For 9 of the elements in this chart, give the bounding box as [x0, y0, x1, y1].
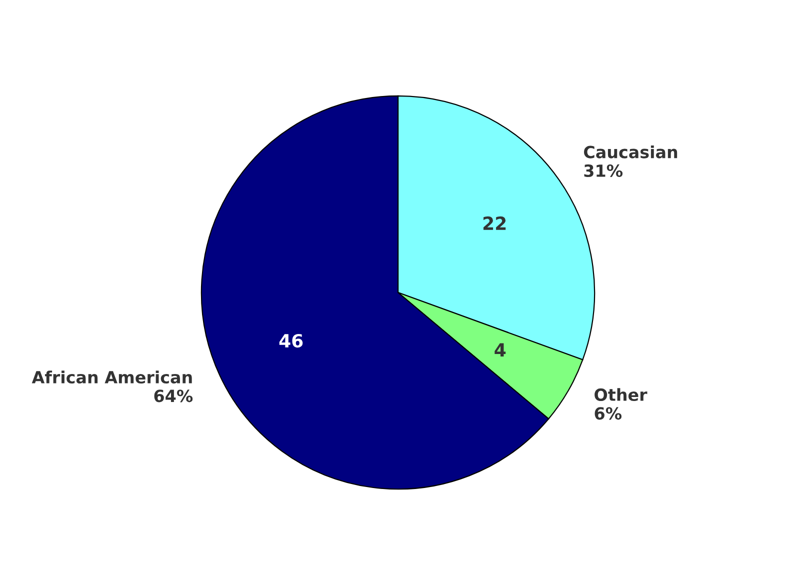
data-label: 4	[494, 343, 506, 356]
text: 31%	[584, 164, 623, 178]
slice-label: Other	[594, 388, 648, 402]
text: 64%	[154, 390, 193, 402]
data-label: 46	[279, 334, 303, 348]
slice-label: African American	[32, 370, 192, 384]
slice-label: Caucasian	[584, 145, 678, 158]
data-label: 22	[483, 216, 506, 230]
text: 6%	[594, 407, 622, 420]
